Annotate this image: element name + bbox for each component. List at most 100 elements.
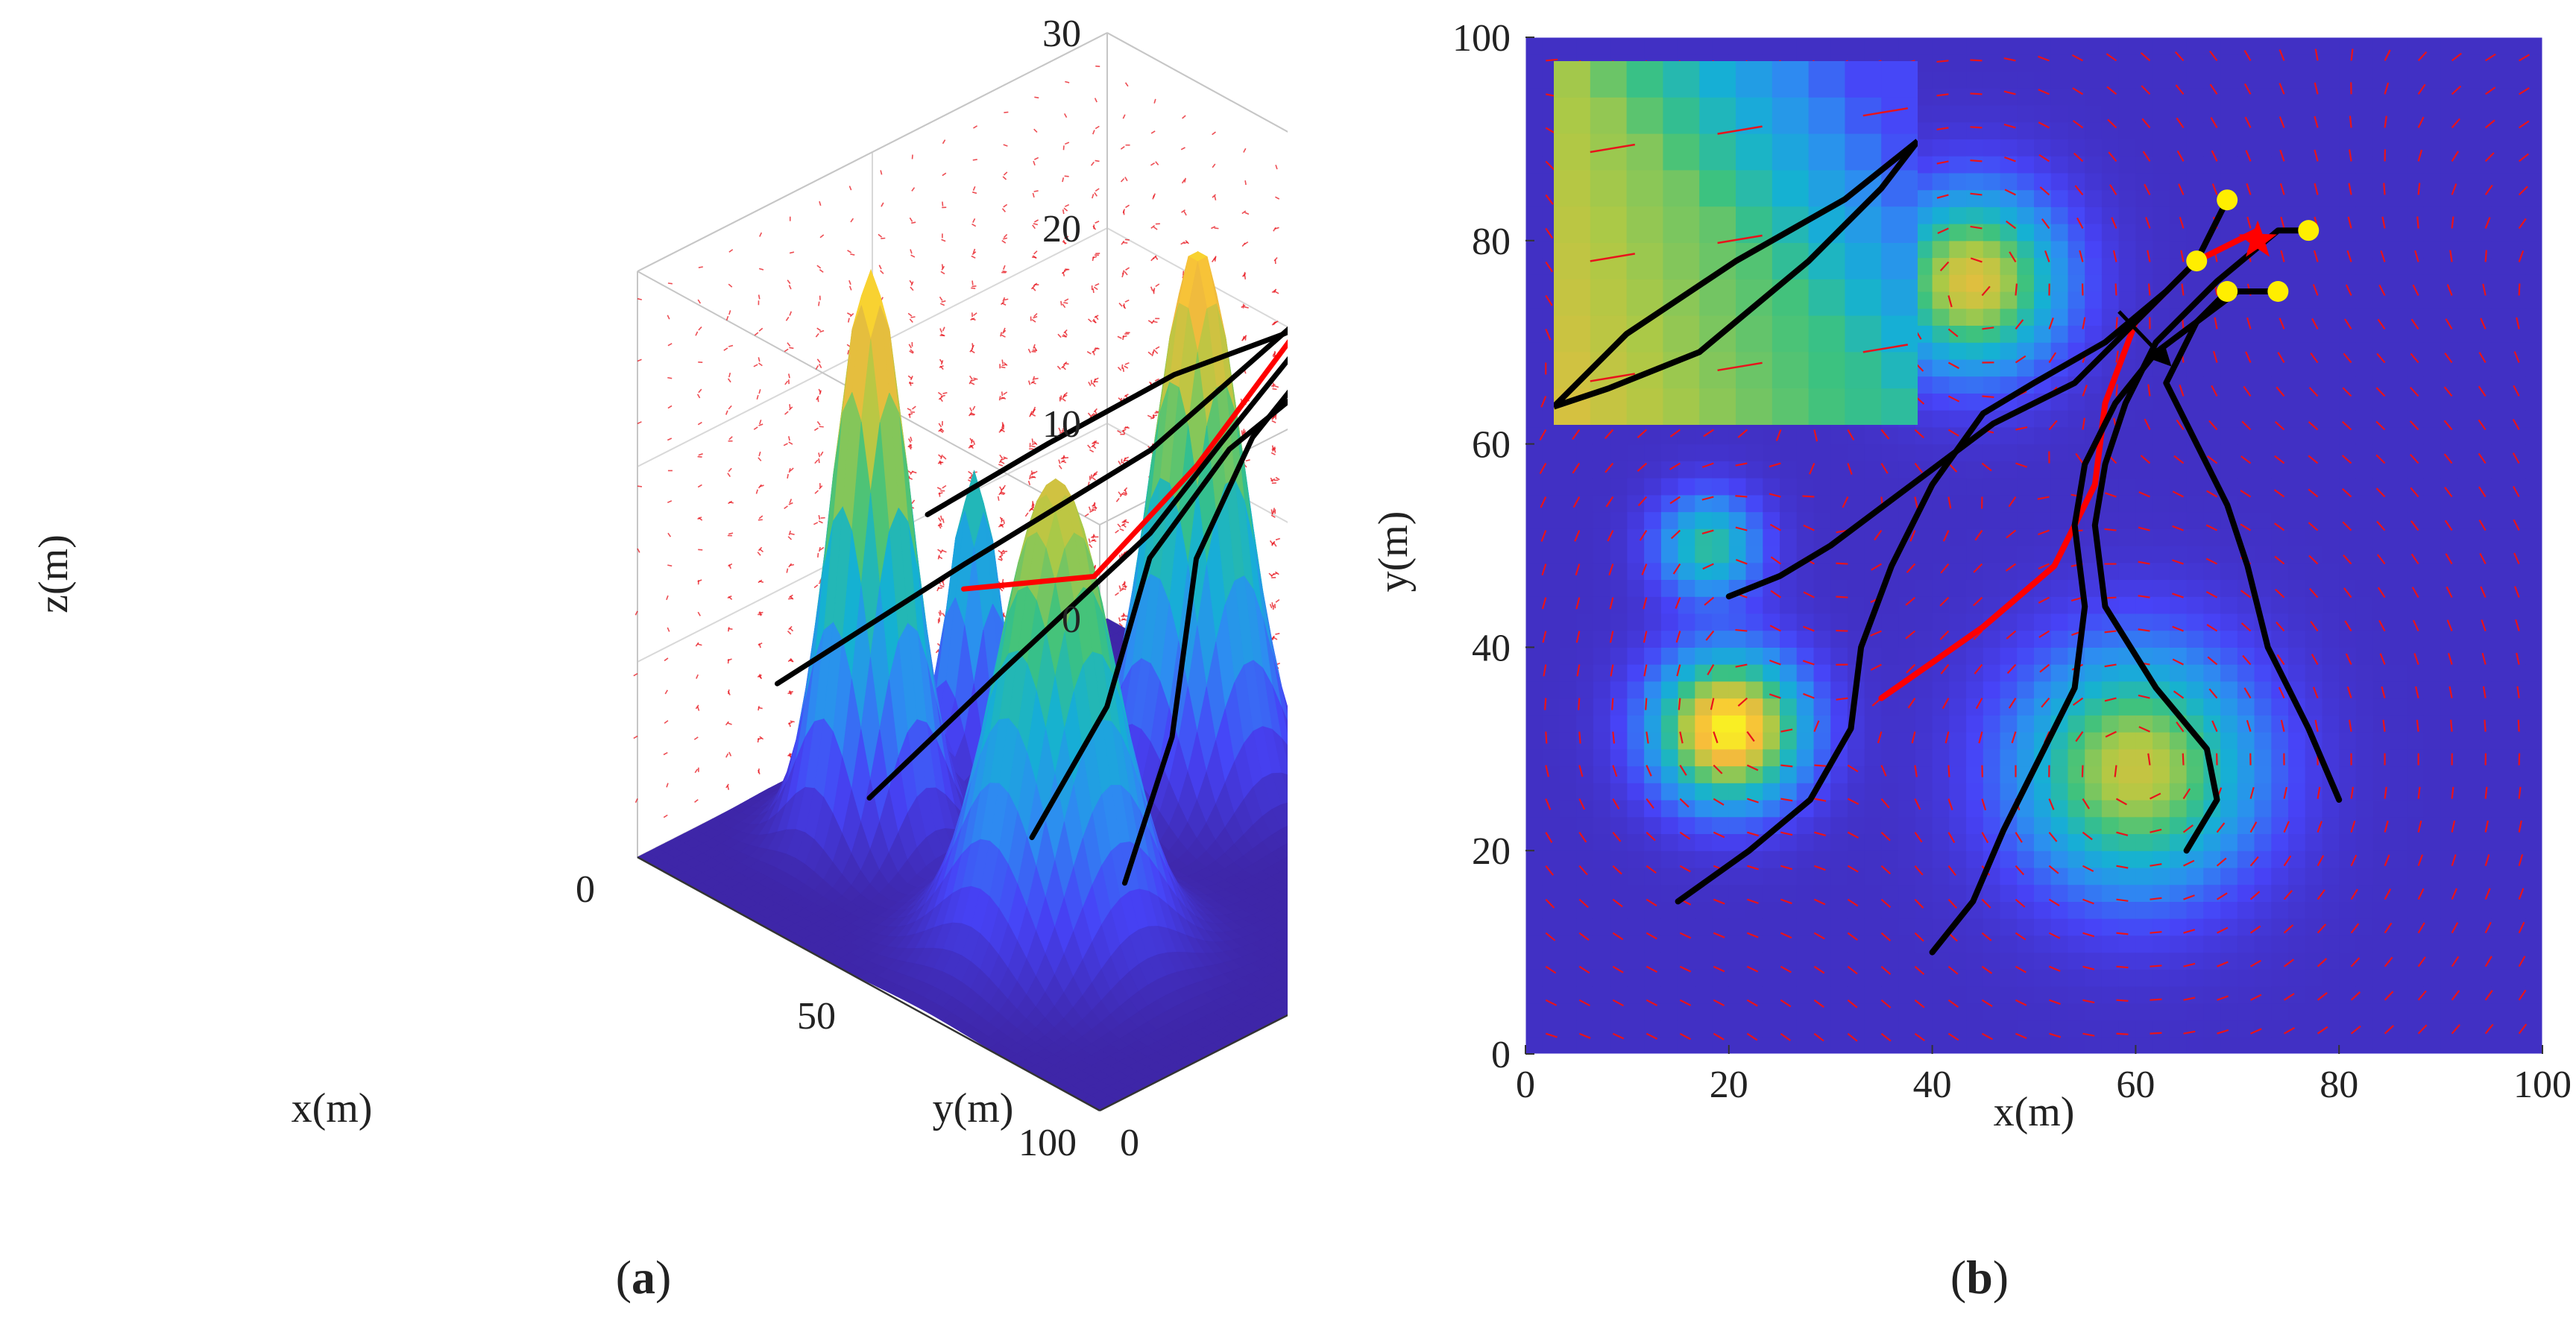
field-arrow xyxy=(728,310,731,315)
field-arrow xyxy=(937,549,942,553)
heat-cell xyxy=(1525,308,1543,326)
y-tick-label: 0 xyxy=(1120,1122,1139,1164)
field-arrow xyxy=(1000,461,1005,464)
field-arrow xyxy=(970,382,975,385)
heat-cell xyxy=(1542,546,1560,563)
field-arrow xyxy=(1121,270,1125,275)
heat-cell xyxy=(1525,291,1543,309)
field-arrow xyxy=(1062,394,1068,398)
field-arrow xyxy=(728,563,733,567)
field-arrow xyxy=(1153,321,1158,323)
field-arrow xyxy=(938,555,943,560)
field-arrow xyxy=(1003,456,1008,460)
heat-cell xyxy=(1525,765,1543,783)
field-arrow xyxy=(910,254,916,258)
field-arrow xyxy=(971,280,974,285)
field-arrow xyxy=(753,364,758,367)
field-arrow xyxy=(1001,329,1007,335)
field-arrow xyxy=(1060,459,1065,464)
heat-cell xyxy=(1542,800,1560,818)
heat-cell xyxy=(1525,546,1543,563)
field-arrow xyxy=(787,692,793,695)
field-arrow xyxy=(1094,505,1098,510)
field-arrow xyxy=(1117,429,1122,434)
field-arrow xyxy=(1060,300,1062,306)
field-arrow xyxy=(1002,237,1008,240)
field-arrow xyxy=(1003,391,1008,396)
field-arrow xyxy=(667,564,673,567)
field-arrow xyxy=(1118,491,1122,496)
field-arrow xyxy=(697,517,702,520)
field-arrow xyxy=(936,587,940,592)
box-edge xyxy=(637,32,1108,272)
field-arrow xyxy=(1064,203,1070,207)
field-arrow xyxy=(938,428,943,432)
field-arrow xyxy=(727,473,731,478)
field-arrow xyxy=(1001,359,1004,364)
field-arrow xyxy=(908,412,913,416)
field-arrow xyxy=(912,405,916,410)
field-arrow xyxy=(1121,522,1126,527)
field-arrow xyxy=(728,532,734,535)
field-arrow xyxy=(728,249,734,253)
field-arrow xyxy=(1124,299,1130,303)
field-arrow xyxy=(1244,274,1247,280)
field-arrow xyxy=(1091,443,1096,448)
field-arrow xyxy=(819,269,824,273)
heat-cell xyxy=(1559,833,1577,851)
field-arrow xyxy=(1124,239,1130,241)
field-arrow xyxy=(667,315,670,320)
heat-cell xyxy=(1559,850,1577,868)
heat-cell xyxy=(1542,511,1560,529)
field-arrow xyxy=(969,375,973,380)
field-arrow xyxy=(1150,130,1156,134)
field-arrow xyxy=(971,223,977,227)
field-arrow xyxy=(908,344,912,349)
field-arrow xyxy=(1273,604,1276,609)
field-arrow xyxy=(1273,350,1276,356)
field-arrow xyxy=(728,344,734,347)
field-arrow xyxy=(1061,364,1065,369)
field-arrow xyxy=(1003,327,1006,332)
z-tick-label: 20 xyxy=(1042,208,1081,250)
field-arrow xyxy=(1124,271,1128,276)
field-arrow xyxy=(757,674,762,678)
field-arrow xyxy=(910,376,913,381)
field-arrow xyxy=(973,377,978,380)
field-arrow xyxy=(911,221,916,224)
field-arrow xyxy=(1122,304,1127,309)
field-arrow xyxy=(1241,210,1247,215)
heat-cell xyxy=(1525,172,1543,191)
field-arrow xyxy=(758,769,760,774)
field-arrow xyxy=(1243,335,1247,340)
field-arrow xyxy=(789,499,793,504)
field-arrow xyxy=(848,285,852,291)
heat-cell xyxy=(1542,461,1560,479)
field-arrow xyxy=(1092,194,1095,199)
field-arrow xyxy=(1124,362,1130,365)
field-arrow xyxy=(727,627,730,632)
field-arrow xyxy=(1122,367,1125,373)
heat-cell xyxy=(1525,528,1543,546)
field-arrow xyxy=(1152,349,1156,354)
field-arrow xyxy=(695,642,699,647)
field-arrow xyxy=(664,657,669,662)
field-arrow xyxy=(940,515,942,520)
heat-cell xyxy=(1542,562,1560,580)
field-arrow xyxy=(663,814,668,818)
heat-cell xyxy=(1525,54,1543,72)
field-arrow xyxy=(1273,414,1277,419)
field-arrow xyxy=(935,648,939,654)
heat-cell xyxy=(1542,630,1560,648)
x-axis-label: x(m) xyxy=(292,1085,373,1131)
heat-cell xyxy=(1525,715,1543,733)
field-arrow xyxy=(1033,282,1038,287)
heat-cell xyxy=(1559,935,1577,953)
field-arrow xyxy=(942,201,944,206)
heat-cell xyxy=(1525,596,1543,614)
heat-cell xyxy=(1525,71,1543,89)
field-arrow xyxy=(1183,211,1187,216)
field-arrow xyxy=(728,283,733,288)
field-arrow xyxy=(847,250,852,253)
heat-cell xyxy=(1525,426,1543,445)
